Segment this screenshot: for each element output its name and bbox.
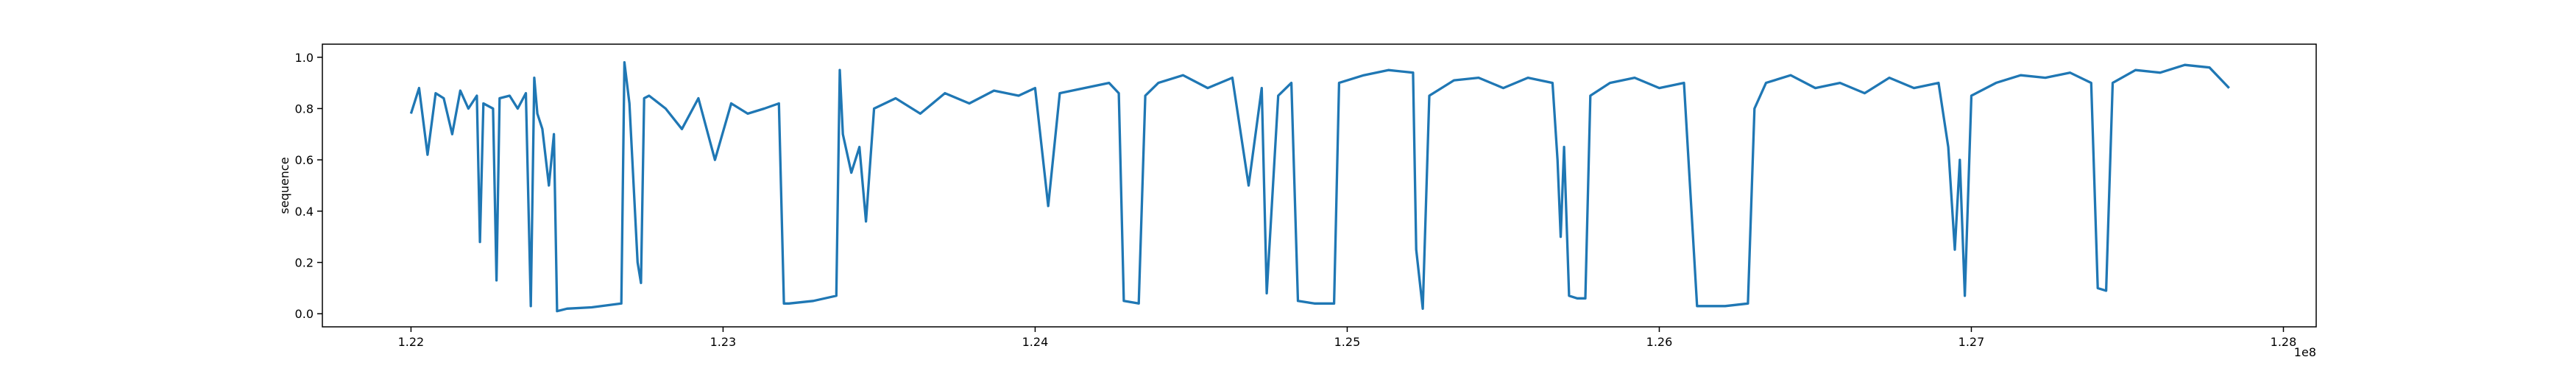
x-tick-label: 1.27 — [1958, 335, 1985, 349]
y-tick-label: 0.8 — [295, 102, 314, 116]
x-tick-label: 1.25 — [1334, 335, 1361, 349]
x-tick-label: 1.26 — [1646, 335, 1673, 349]
axes-frame — [322, 43, 2317, 328]
y-tick-label: 0.2 — [295, 256, 314, 270]
data-line — [409, 61, 2230, 313]
y-axis-label: sequence — [277, 157, 291, 213]
y-tick-label: 0.0 — [295, 307, 314, 321]
y-tick-label: 0.6 — [295, 153, 314, 167]
x-tick-label: 1.23 — [710, 335, 737, 349]
x-tick-label: 1.28 — [2271, 335, 2297, 349]
y-tick-label: 0.4 — [295, 205, 314, 219]
x-tick-label: 1.24 — [1022, 335, 1049, 349]
y-tick-label: 1.0 — [295, 51, 314, 65]
x-offset-label: 1e8 — [2294, 345, 2316, 359]
x-tick-label: 1.22 — [398, 335, 425, 349]
